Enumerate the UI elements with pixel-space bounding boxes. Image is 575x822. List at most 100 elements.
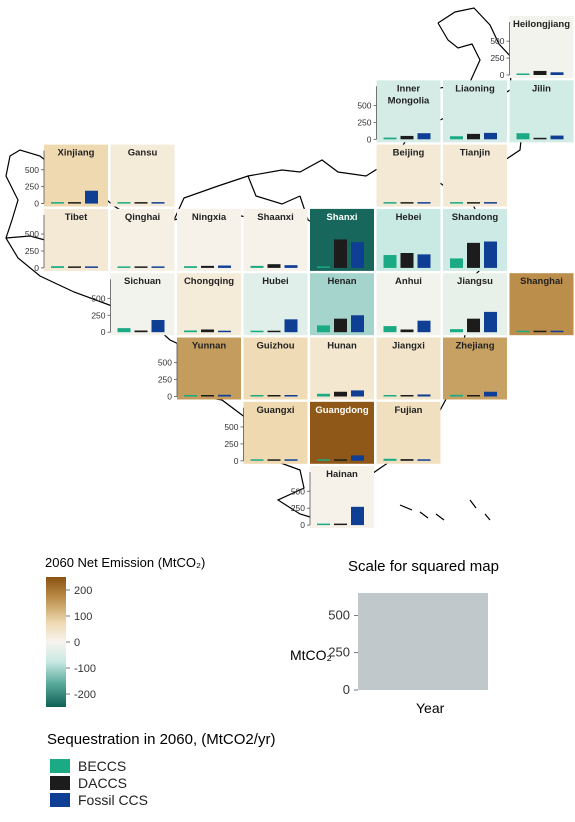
bar-fossil-ccs [351, 242, 364, 268]
province-label: Henan [327, 276, 356, 287]
y-tick-label: 500 [291, 486, 305, 496]
legend-label: BECCS [78, 758, 126, 774]
y-tick-label: 500 [357, 100, 371, 110]
province-tile [310, 401, 374, 464]
province-tile [310, 337, 374, 400]
bar-beccs [450, 258, 463, 268]
bar-beccs [317, 325, 330, 333]
bar-fossil-ccs [218, 265, 231, 268]
province-qinghai: Qinghai [110, 208, 175, 271]
province-label: Tianjin [460, 148, 491, 159]
province-jiangsu: Jiangsu [443, 273, 507, 336]
bar-daccs [467, 133, 480, 140]
y-tick-label: 500 [490, 36, 504, 46]
bar-fossil-ccs [417, 394, 431, 397]
bar-daccs [400, 459, 414, 461]
province-tibet: Tibet 0 250 500 [25, 208, 108, 273]
bar-fossil-ccs [151, 320, 165, 333]
province-gansu: Gansu [110, 144, 175, 207]
bar-daccs [400, 135, 414, 140]
bar-fossil-ccs [218, 330, 231, 333]
scale-tick-label: 250 [328, 645, 350, 660]
bar-beccs [383, 458, 397, 461]
province-label: Hebei [396, 212, 422, 223]
y-tick-label: 250 [158, 375, 172, 385]
bar-fossil-ccs [218, 394, 231, 397]
y-tick-label: 500 [224, 422, 238, 432]
province-label: Hainan [326, 469, 358, 480]
bar-fossil-ccs [351, 315, 364, 333]
province-heilongjiang: Heilongjiang 0 250 500 [490, 16, 574, 80]
bar-fossil-ccs [484, 132, 497, 140]
province-fujian: Fujian [376, 401, 441, 464]
province-tile [44, 208, 108, 271]
bar-fossil-ccs [351, 455, 364, 461]
province-tile [243, 401, 308, 464]
province-beijing: Beijing [376, 144, 441, 207]
bar-beccs [51, 266, 64, 268]
province-label: Beijing [393, 148, 425, 159]
y-tick-label: 250 [357, 117, 371, 127]
province-label: Shanghai [520, 276, 563, 287]
sequestration-title: Sequestration in 2060, (MtCO2/yr) [47, 731, 275, 748]
legend-swatch [50, 759, 70, 773]
province-shanxi: Shanxi [310, 208, 374, 271]
colorbar: 2060 Net Emission (MtCO₂) 200 100 0 -100 -20… [45, 555, 205, 707]
bar-daccs [201, 265, 214, 268]
scale-ylabel: MtCO₂ [290, 647, 332, 663]
province-label: Tibet [65, 212, 88, 223]
bar-daccs [467, 202, 480, 204]
bar-daccs [267, 330, 281, 333]
bar-beccs [184, 266, 197, 268]
bar-fossil-ccs [484, 311, 497, 333]
province-label: Inner [397, 83, 421, 94]
province-label: Shanxi [326, 212, 357, 223]
y-tick-label: 0 [300, 520, 305, 530]
bar-beccs [117, 202, 131, 204]
bar-beccs [250, 459, 264, 461]
province-label: Shaanxi [257, 212, 293, 223]
legend-swatch [50, 793, 70, 807]
bar-fossil-ccs [85, 190, 98, 204]
province-tile [177, 337, 241, 400]
province-tile [110, 144, 175, 207]
province-tile [443, 144, 507, 207]
bar-daccs [334, 239, 347, 268]
bar-beccs [51, 202, 64, 204]
bar-beccs [317, 393, 330, 397]
province-tile [376, 80, 441, 143]
bar-beccs [250, 265, 264, 268]
province-zhejiang: Zhejiang [443, 337, 507, 400]
province-label: Chongqing [184, 276, 234, 287]
province-chongqing: Chongqing [177, 273, 241, 336]
colorbar-tick-label: 0 [74, 637, 80, 649]
bar-beccs [450, 136, 463, 140]
scale-xlabel: Year [416, 700, 445, 716]
bar-fossil-ccs [417, 254, 431, 268]
bar-daccs [267, 264, 281, 268]
bar-fossil-ccs [484, 391, 497, 397]
y-tick-label: 0 [500, 70, 505, 80]
bar-daccs [68, 202, 81, 204]
bar-daccs [400, 329, 414, 333]
province-hebei: Hebei [376, 208, 441, 271]
bar-daccs [400, 253, 414, 268]
bar-fossil-ccs [284, 395, 298, 397]
bar-beccs [117, 328, 131, 333]
bar-fossil-ccs [284, 265, 298, 268]
province-jilin: Jilin [509, 80, 574, 143]
province-hunan: Hunan [310, 337, 374, 400]
bar-fossil-ccs [417, 459, 431, 461]
bar-beccs [383, 326, 397, 333]
y-tick-label: 250 [291, 503, 305, 513]
province-henan: Henan [310, 273, 374, 336]
colorbar-tick-label: 200 [74, 585, 92, 597]
bar-beccs [317, 266, 330, 268]
bar-beccs [184, 330, 197, 333]
province-tile [376, 401, 441, 464]
bar-beccs [250, 330, 264, 333]
province-label: Jiangsu [457, 276, 493, 287]
province-tile [443, 337, 507, 400]
province-label: Hunan [327, 341, 357, 352]
